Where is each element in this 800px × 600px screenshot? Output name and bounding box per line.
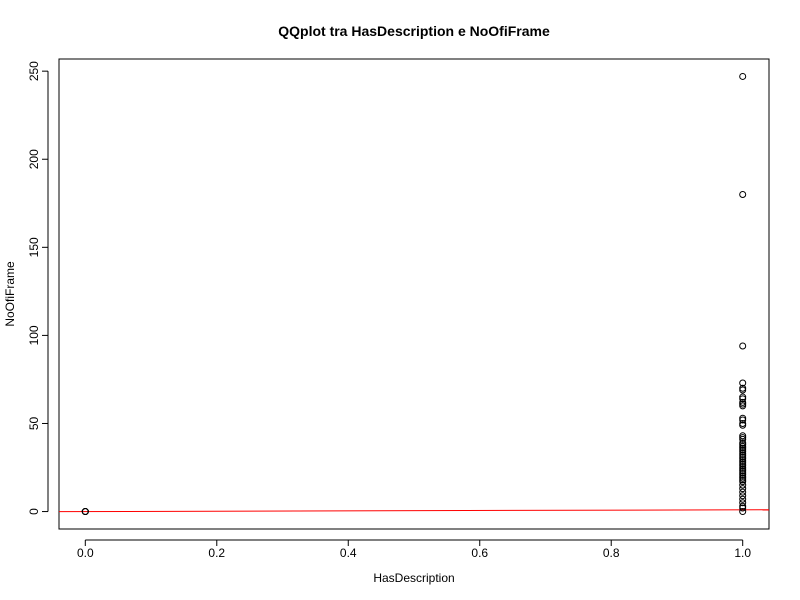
data-point: [740, 73, 746, 79]
data-point: [740, 343, 746, 349]
data-points: [82, 73, 745, 514]
x-tick-label: 0.4: [340, 546, 357, 560]
chart-title: QQplot tra HasDescription e NoOfiFrame: [278, 23, 550, 39]
plot-frame: [59, 59, 769, 529]
y-tick-label: 200: [27, 149, 41, 169]
reference-line-group: [59, 510, 769, 512]
x-tick-label: 0.2: [208, 546, 225, 560]
y-tick-label: 250: [27, 61, 41, 81]
data-point: [740, 191, 746, 197]
x-tick-label: 0.0: [77, 546, 94, 560]
x-axis-label: HasDescription: [373, 571, 454, 585]
x-axis: 0.0 0.2 0.4 0.6 0.8 1.0: [77, 540, 751, 560]
y-tick-label: 0: [27, 508, 41, 515]
x-tick-label: 1.0: [734, 546, 751, 560]
y-tick-label: 150: [27, 237, 41, 257]
y-axis: 0 50 100 150 200 250: [27, 61, 48, 515]
reference-line: [59, 510, 769, 512]
y-tick-label: 100: [27, 325, 41, 345]
x-tick-label: 0.6: [471, 546, 488, 560]
y-axis-label: NoOfiFrame: [3, 261, 17, 327]
y-tick-label: 50: [27, 416, 41, 430]
x-tick-label: 0.8: [603, 546, 620, 560]
